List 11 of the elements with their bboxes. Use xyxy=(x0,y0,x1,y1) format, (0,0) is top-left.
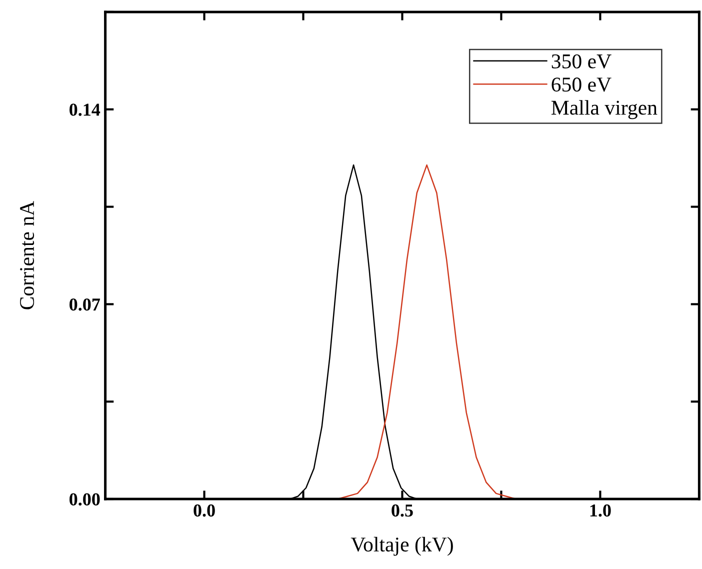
x-tick-label: 0.0 xyxy=(194,504,215,517)
x-axis-title: Voltaje (kV) xyxy=(350,536,453,556)
legend-label: 650 eV xyxy=(552,78,612,92)
legend-label: 350 eV xyxy=(552,54,612,69)
y-tick-label: 0.14 xyxy=(70,104,100,116)
x-tick-label: 1.0 xyxy=(590,504,611,517)
legend-title: Malla virgen xyxy=(551,100,658,120)
y-tick-label: 0.00 xyxy=(70,493,100,506)
x-tick-label: 0.5 xyxy=(392,504,413,517)
y-tick-label: 0.07 xyxy=(70,298,100,311)
y-axis-title: Corriente nA xyxy=(20,200,34,310)
